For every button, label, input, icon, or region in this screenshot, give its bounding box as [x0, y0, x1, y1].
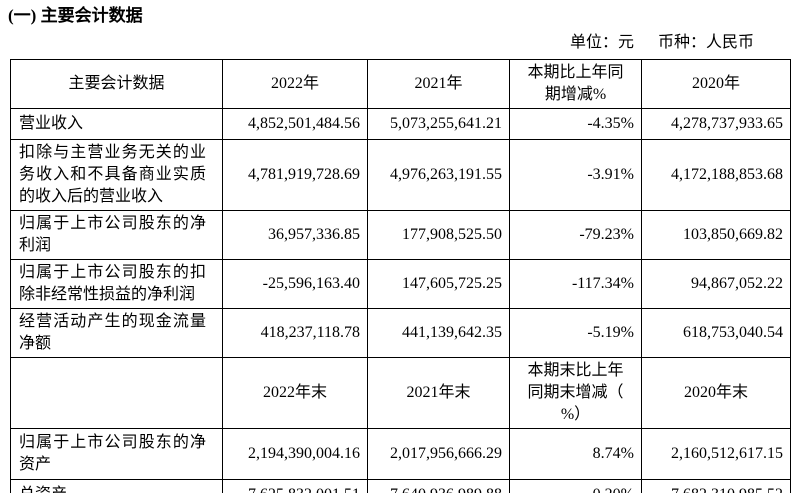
col-header-end-change: 本期末比上年 同期末增减（ %）	[509, 357, 642, 429]
metric-label: 归属于上市公司股东的扣除非经常性损益的净利润	[10, 259, 223, 309]
value-2021: 147,605,725.25	[367, 259, 510, 309]
col-header-2022: 2022年	[222, 59, 368, 109]
col-header-blank	[10, 357, 223, 429]
value-2022: 4,781,919,728.69	[222, 139, 368, 211]
metric-label: 营业收入	[10, 108, 223, 140]
metric-label: 归属于上市公司股东的净资产	[10, 428, 223, 480]
value-change: -79.23%	[509, 210, 642, 260]
table-row-total-assets: 总资产 7,625,832,001.51 7,640,936,989.88 -0…	[10, 479, 791, 493]
value-end-change: 8.74%	[509, 428, 642, 480]
value-2020: 4,172,188,853.68	[641, 139, 791, 211]
table-row-operating-cash-flow: 经营活动产生的现金流量净额 418,237,118.78 441,139,642…	[10, 308, 791, 358]
col-header-yoy-change: 本期比上年同 期增减%	[509, 59, 642, 109]
value-end-change: -0.20%	[509, 479, 642, 493]
value-2022: 4,852,501,484.56	[222, 108, 368, 140]
col-header-2021-end: 2021年末	[367, 357, 510, 429]
value-2022-end: 2,194,390,004.16	[222, 428, 368, 480]
value-2021: 441,139,642.35	[367, 308, 510, 358]
value-2020: 103,850,669.82	[641, 210, 791, 260]
value-2020-end: 7,682,310,985.52	[641, 479, 791, 493]
metric-label: 归属于上市公司股东的净利润	[10, 210, 223, 260]
value-2022: 36,957,336.85	[222, 210, 368, 260]
value-2022: -25,596,163.40	[222, 259, 368, 309]
metric-label: 扣除与主营业务无关的业务收入和不具备商业实质的收入后的营业收入	[10, 139, 223, 211]
table-row-net-profit: 归属于上市公司股东的净利润 36,957,336.85 177,908,525.…	[10, 210, 791, 260]
accounting-data-table: 主要会计数据 2022年 2021年 本期比上年同 期增减% 2020年 营业收…	[10, 59, 791, 493]
unit-label: 单位：元	[569, 34, 634, 51]
col-header-2020: 2020年	[641, 59, 791, 109]
value-2020: 94,867,052.22	[641, 259, 791, 309]
col-header-2022-end: 2022年末	[222, 357, 368, 429]
value-2022-end: 7,625,832,001.51	[222, 479, 368, 493]
value-2021-end: 7,640,936,989.88	[367, 479, 510, 493]
value-2021-end: 2,017,956,666.29	[367, 428, 510, 480]
value-change: -3.91%	[509, 139, 642, 211]
currency-label: 币种：人民币	[657, 34, 754, 51]
metric-label: 经营活动产生的现金流量净额	[10, 308, 223, 358]
page-title: (一) 主要会计数据	[8, 6, 143, 25]
value-2020-end: 2,160,512,617.15	[641, 428, 791, 480]
value-2021: 5,073,255,641.21	[367, 108, 510, 140]
table-header-row-endperiod: 2022年末 2021年末 本期末比上年 同期末增减（ %） 2020年末	[10, 357, 791, 429]
value-2021: 177,908,525.50	[367, 210, 510, 260]
value-change: -5.19%	[509, 308, 642, 358]
table-row-net-assets: 归属于上市公司股东的净资产 2,194,390,004.16 2,017,956…	[10, 428, 791, 480]
value-2020: 618,753,040.54	[641, 308, 791, 358]
value-2022: 418,237,118.78	[222, 308, 368, 358]
table-header-row-period: 主要会计数据 2022年 2021年 本期比上年同 期增减% 2020年	[10, 59, 791, 109]
unit-currency-line: 单位：元 币种：人民币	[10, 34, 790, 52]
metric-label: 总资产	[10, 479, 223, 493]
table-row-adjusted-revenue: 扣除与主营业务无关的业务收入和不具备商业实质的收入后的营业收入 4,781,91…	[10, 139, 791, 211]
table-row-revenue: 营业收入 4,852,501,484.56 5,073,255,641.21 -…	[10, 108, 791, 140]
col-header-metric: 主要会计数据	[10, 59, 223, 109]
value-change: -117.34%	[509, 259, 642, 309]
value-2020: 4,278,737,933.65	[641, 108, 791, 140]
col-header-2021: 2021年	[367, 59, 510, 109]
col-header-2020-end: 2020年末	[641, 357, 791, 429]
value-change: -4.35%	[509, 108, 642, 140]
table-row-net-profit-deducted: 归属于上市公司股东的扣除非经常性损益的净利润 -25,596,163.40 14…	[10, 259, 791, 309]
value-2021: 4,976,263,191.55	[367, 139, 510, 211]
